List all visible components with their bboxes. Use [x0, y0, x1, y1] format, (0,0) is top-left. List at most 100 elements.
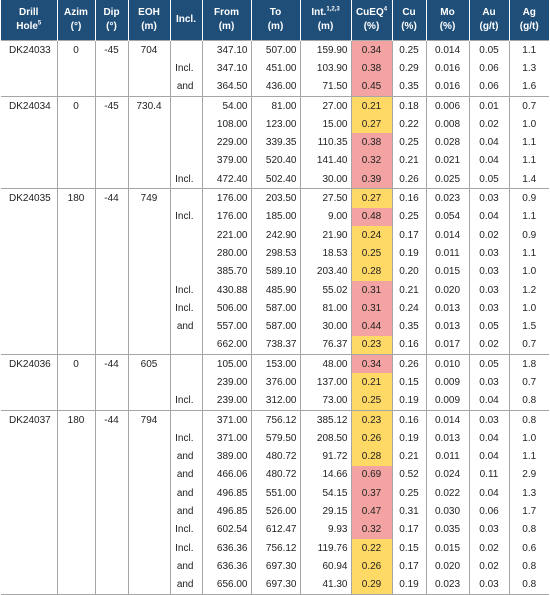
col-header-to: To (m): [251, 0, 301, 41]
cueq-cell: 0.38: [351, 59, 393, 78]
au-cell: 0.03: [469, 188, 510, 208]
from-cell: 239.00: [202, 373, 252, 392]
col-header-incl: Incl.: [170, 0, 203, 41]
azim-cell: [57, 225, 96, 245]
table-row: Incl. 636.36 756.12 119.76 0.22 0.15 0.015 0.02…: [1, 539, 549, 558]
drill-hole-cell: [1, 317, 58, 336]
table-row: 280.00 298.53 18.53 0.25 0.19 0.011 0.03 1.1: [1, 244, 549, 263]
cueq-cell: 0.32: [351, 520, 393, 540]
eoh-cell: [128, 335, 171, 355]
eoh-cell: [128, 520, 171, 540]
mo-cell: 0.008: [426, 115, 470, 134]
ag-cell: 1.2: [522, 284, 537, 296]
from-cell: 496.85: [202, 484, 252, 503]
au-cell: 0.02: [469, 539, 510, 558]
mo-cell: 0.035: [426, 520, 470, 540]
incl-cell: Incl.: [170, 280, 203, 300]
incl-cell: and: [170, 557, 203, 576]
cueq-cell: 0.28: [351, 262, 393, 281]
from-cell: 371.00: [202, 429, 252, 448]
table-row: 662.00 738.37 76.37 0.23 0.16 0.017 0.02 0.7: [1, 335, 549, 355]
cu-cell: 0.26: [392, 170, 427, 189]
ag-cell: 0.9: [522, 229, 537, 241]
col-header-eoh: EOH (m): [128, 0, 171, 41]
cu-cell: 0.15: [392, 539, 427, 558]
from-cell: 379.00: [202, 151, 252, 171]
drill-hole-cell: [1, 244, 58, 263]
drill-hole-cell: DK24035: [1, 188, 58, 208]
drill-hole-cell: [1, 207, 58, 226]
table-row: DK24034 0 -45 730.4 54.00 81.00 27.00 0.21 0.18 0…: [1, 95, 549, 116]
table-row: 221.00 242.90 21.90 0.24 0.17 0.014 0.02 0.9: [1, 225, 549, 245]
cueq-cell: 0.27: [351, 188, 393, 208]
dip-cell: [95, 280, 129, 300]
from-cell: 430.88: [202, 280, 252, 300]
from-cell: 557.00: [202, 317, 252, 336]
from-cell: 636.36: [202, 557, 252, 576]
dip-cell: [95, 335, 129, 355]
drill-hole-cell: [1, 115, 58, 134]
mo-cell: 0.013: [426, 429, 470, 448]
cu-cell: 0.15: [392, 373, 427, 392]
col-header-interval: Int.1,2,3 (m): [300, 0, 352, 41]
azim-cell: 0: [57, 40, 96, 60]
au-cell: 0.03: [469, 575, 510, 595]
dip-cell: [95, 59, 129, 78]
table-row: and 557.00 587.00 30.00 0.44 0.35 0.013 0.05 1.5: [1, 317, 549, 336]
to-cell: 738.37: [251, 335, 301, 355]
drill-hole-cell: [1, 484, 58, 503]
cueq-cell: 0.31: [351, 299, 393, 318]
incl-cell: [170, 40, 203, 60]
drill-hole-cell: [1, 465, 58, 485]
to-cell: 376.00: [251, 373, 301, 392]
azim-cell: 180: [57, 188, 96, 208]
table-row: and 496.85 551.00 54.15 0.37 0.25 0.022 0.04 1.3: [1, 484, 549, 503]
cueq-cell: 0.21: [351, 95, 393, 116]
from-cell: 656.00: [202, 575, 252, 595]
cu-cell: 0.19: [392, 429, 427, 448]
ag-cell: 1.7: [522, 506, 537, 518]
to-cell: 551.00: [251, 484, 301, 503]
eoh-cell: 749: [128, 188, 171, 208]
ag-cell: 1.0: [522, 118, 537, 130]
eoh-cell: [128, 465, 171, 485]
azim-cell: 0: [57, 354, 96, 374]
table-row: and 364.50 436.00 71.50 0.45 0.35 0.016 0.06 1.6: [1, 77, 549, 97]
drill-hole-cell: [1, 429, 58, 448]
from-cell: 221.00: [202, 225, 252, 245]
dip-cell: [95, 484, 129, 503]
to-cell: 589.10: [251, 262, 301, 281]
incl-cell: [170, 151, 203, 171]
eoh-cell: [128, 170, 171, 189]
mo-cell: 0.013: [426, 317, 470, 336]
table-row: DK24037 180 -44 794 371.00 756.12 385.12 0.23 0.…: [1, 409, 549, 430]
table-row: DK24035 180 -44 749 176.00 203.50 27.50 0.27 0.1…: [1, 188, 549, 208]
mo-cell: 0.014: [426, 225, 470, 245]
cueq-cell: 0.26: [351, 429, 393, 448]
ag-cell: 1.0: [522, 432, 537, 444]
drill-hole-cell: DK24036: [1, 354, 58, 374]
incl-cell: and: [170, 465, 203, 485]
drill-hole-cell: [1, 557, 58, 576]
dip-cell: [95, 151, 129, 171]
table-row: 229.00 339.35 110.35 0.38 0.25 0.028 0.04 1.1: [1, 133, 549, 152]
mo-cell: 0.023: [426, 575, 470, 595]
ag-cell: 1.1: [522, 247, 537, 259]
dip-cell: [95, 539, 129, 558]
interval-cell: 30.00: [300, 317, 352, 336]
au-cell: 0.05: [469, 354, 510, 374]
drill-hole-cell: DK24037: [1, 409, 58, 430]
incl-cell: and: [170, 447, 203, 466]
azim-cell: [57, 391, 96, 411]
eoh-cell: [128, 133, 171, 152]
table-row: and 496.85 526.00 29.15 0.47 0.31 0.030 0.06 1.7: [1, 502, 549, 521]
mo-cell: 0.015: [426, 539, 470, 558]
ag-cell: 0.8: [522, 524, 537, 536]
ag-cell: 1.6: [522, 81, 537, 93]
to-cell: 81.00: [251, 95, 301, 116]
from-cell: 347.10: [202, 59, 252, 78]
dip-cell: -44: [95, 188, 129, 208]
interval-cell: 91.72: [300, 447, 352, 466]
eoh-cell: [128, 539, 171, 558]
